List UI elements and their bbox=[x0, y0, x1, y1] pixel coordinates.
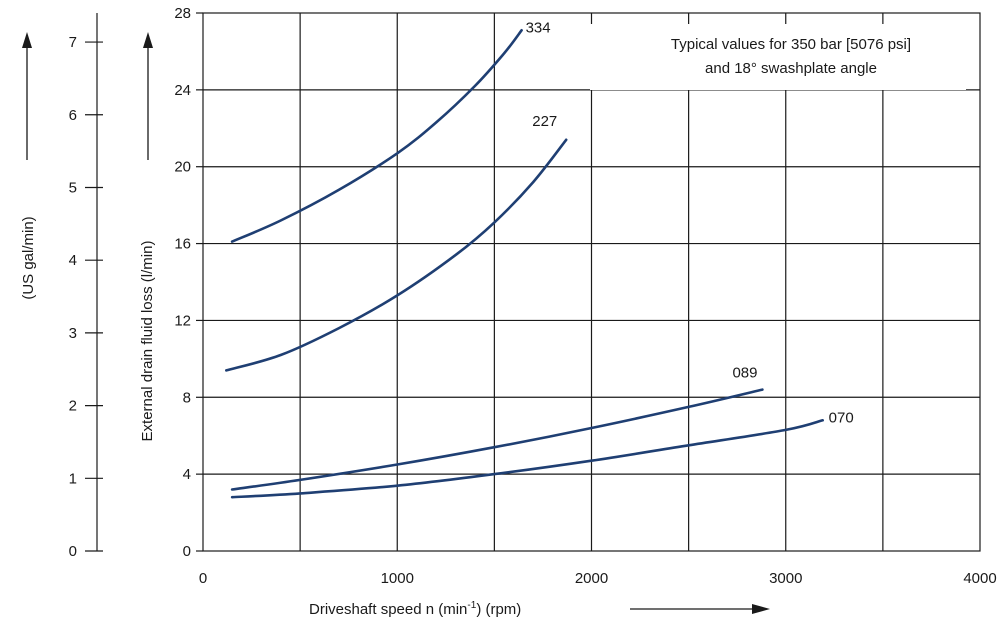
secondary-y-tick-label: 5 bbox=[69, 179, 77, 196]
x-tick-label: 4000 bbox=[963, 570, 996, 587]
y-tick-label: 8 bbox=[183, 389, 191, 406]
note-line-1: Typical values for 350 bar [5076 psi] bbox=[671, 36, 911, 53]
y-tick-label: 4 bbox=[183, 466, 191, 483]
secondary-y-ticks: 0 1 2 3 4 5 6 7 bbox=[69, 34, 103, 560]
right-arrow-icon bbox=[630, 604, 770, 614]
y-tick-label: 16 bbox=[174, 236, 191, 253]
secondary-y-tick-label: 6 bbox=[69, 107, 77, 124]
y-tick-label: 0 bbox=[183, 543, 191, 560]
y-tick-label: 20 bbox=[174, 159, 191, 176]
y-tick-label: 24 bbox=[174, 82, 191, 99]
x-tick-label: 3000 bbox=[769, 570, 802, 587]
series-curves: 334 227 089 070 bbox=[225, 19, 854, 499]
series-line-070 bbox=[230, 419, 824, 499]
y-tick-label: 12 bbox=[174, 312, 191, 329]
note-line-2: and 18° swashplate angle bbox=[705, 60, 877, 77]
left-up-arrow-icon bbox=[22, 32, 32, 160]
note-box: Typical values for 350 bar [5076 psi] an… bbox=[590, 24, 966, 90]
secondary-y-tick-label: 7 bbox=[69, 34, 77, 51]
series-label-227: 227 bbox=[532, 113, 557, 130]
x-tick-label: 1000 bbox=[381, 570, 414, 587]
note-background bbox=[590, 24, 966, 90]
x-axis-title-tail: ) (rpm) bbox=[476, 601, 521, 618]
series-line-334 bbox=[230, 29, 523, 243]
secondary-y-tick-label: 2 bbox=[69, 398, 77, 415]
x-tick-label: 0 bbox=[199, 570, 207, 587]
y-axis-secondary-title: (US gal/min) bbox=[20, 216, 37, 299]
middle-up-arrow-icon bbox=[143, 32, 153, 160]
x-axis-title-superscript: -1 bbox=[467, 600, 476, 611]
x-axis-title: Driveshaft speed n (min-1) (rpm) bbox=[309, 600, 521, 618]
grid bbox=[202, 12, 981, 552]
secondary-y-axis: 0 1 2 3 4 5 6 7 bbox=[69, 13, 103, 560]
series-label-334: 334 bbox=[526, 19, 551, 36]
x-tick-label: 2000 bbox=[575, 570, 608, 587]
y-tick-label: 28 bbox=[174, 5, 191, 22]
series-line-089 bbox=[230, 388, 764, 491]
series-label-070: 070 bbox=[829, 409, 854, 426]
series-label-089: 089 bbox=[732, 365, 757, 382]
secondary-y-tick-label: 4 bbox=[69, 252, 77, 269]
series-line-227 bbox=[225, 138, 568, 372]
secondary-y-tick-label: 3 bbox=[69, 325, 77, 342]
x-axis-title-main: Driveshaft speed n (min bbox=[309, 601, 467, 618]
tick-labels: 0 4 8 12 16 20 24 28 0 1000 2000 3000 4000 bbox=[174, 5, 996, 587]
secondary-y-tick-label: 1 bbox=[69, 470, 77, 487]
y-axis-title: External drain fluid loss (l/min) bbox=[139, 241, 156, 442]
secondary-y-tick-label: 0 bbox=[69, 543, 77, 560]
